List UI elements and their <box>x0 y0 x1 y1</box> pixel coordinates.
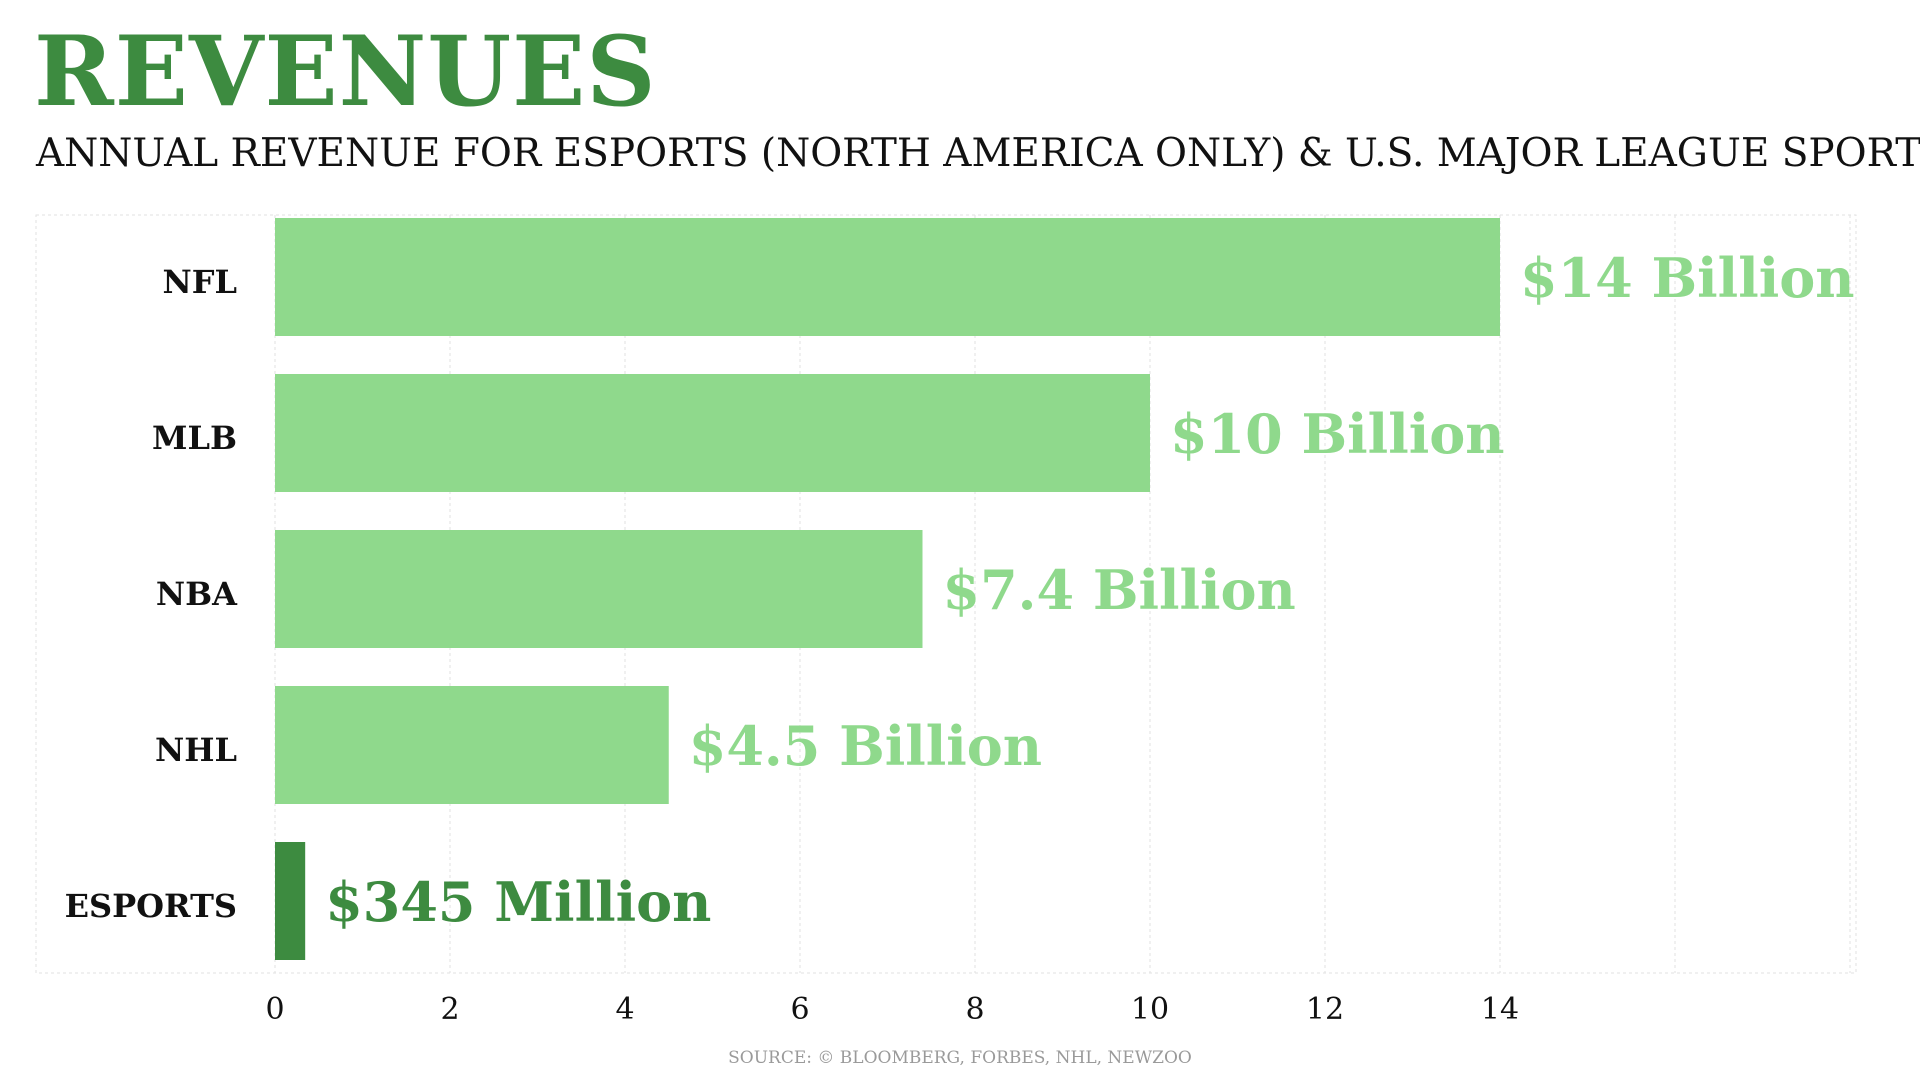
x-tick-label: 8 <box>965 992 984 1027</box>
value-label-nhl: $4.5 Billion <box>689 714 1042 778</box>
value-label-nfl: $14 Billion <box>1520 246 1855 310</box>
bars <box>275 218 1500 960</box>
x-tick-label: 2 <box>440 992 459 1027</box>
x-tick-label: 6 <box>790 992 809 1027</box>
x-axis-ticks: 0 2 4 6 8 10 12 14 <box>265 992 1519 1027</box>
category-label-mlb: MLB <box>152 419 237 457</box>
category-label-nhl: NHL <box>155 731 237 769</box>
x-tick-label: 10 <box>1131 992 1169 1027</box>
category-label-nba: NBA <box>156 575 238 613</box>
chart-subtitle: ANNUAL REVENUE FOR ESPORTS (NORTH AMERIC… <box>36 131 1920 176</box>
x-tick-label: 4 <box>615 992 634 1027</box>
x-tick-label: 0 <box>265 992 284 1027</box>
bar-nhl <box>275 686 669 804</box>
value-labels: $14 Billion $10 Billion $7.4 Billion $4.5 B… <box>325 246 1854 934</box>
source-note: SOURCE: © BLOOMBERG, FORBES, NHL, NEWZOO <box>728 1048 1192 1068</box>
bar-mlb <box>275 374 1150 492</box>
bar-esports <box>275 842 306 960</box>
chart-title: REVENUES <box>34 15 657 128</box>
bar-nfl <box>275 218 1500 336</box>
category-labels: NFL MLB NBA NHL ESPORTS <box>65 263 239 925</box>
grid-lines <box>35 214 1857 974</box>
category-label-nfl: NFL <box>163 263 237 301</box>
value-label-esports: $345 Million <box>325 870 711 934</box>
plot-frame <box>35 214 1857 974</box>
x-tick-label: 12 <box>1306 992 1344 1027</box>
value-label-mlb: $10 Billion <box>1170 402 1505 466</box>
category-label-esports: ESPORTS <box>65 887 237 925</box>
x-tick-label: 14 <box>1481 992 1519 1027</box>
bar-nba <box>275 530 923 648</box>
value-label-nba: $7.4 Billion <box>943 558 1296 622</box>
